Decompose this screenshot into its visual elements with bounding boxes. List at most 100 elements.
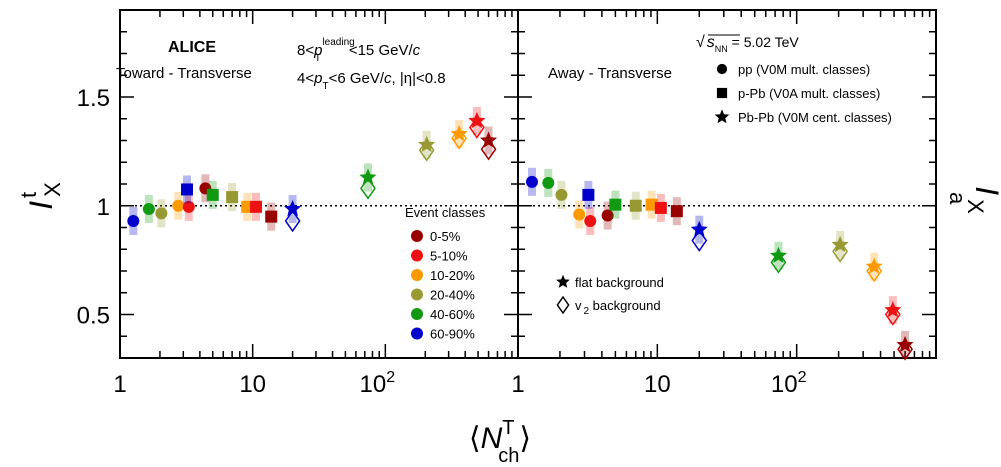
kinematic-var: p — [313, 70, 322, 87]
x-tick-label: 10 — [644, 371, 671, 398]
energy-label-value: = 5.02 TeV — [728, 34, 800, 50]
v2-background-point-toward — [418, 138, 435, 162]
v2-background-point-toward — [451, 127, 468, 150]
kinematic-post: <6 GeV/ — [329, 70, 385, 87]
y-axis-title-left-sup: t — [16, 192, 41, 198]
v2-background-point-away — [897, 337, 914, 361]
kinematic-post: <15 GeV/ — [349, 42, 414, 59]
kinematic-cut: 4<pT<6 GeV/c, |η|<0.8 — [297, 70, 446, 92]
x-tick-label: 10 — [239, 371, 266, 398]
v2-background-point-away — [770, 250, 787, 274]
pb-pb-point-away — [769, 246, 787, 264]
x-tick-label-exponent: 2 — [798, 369, 807, 386]
kinematic-unit: c — [384, 70, 392, 87]
legend-label-class: 10-20% — [430, 268, 475, 283]
legend-title-event-classes: Event classes — [405, 205, 486, 220]
x-axis-title-open: ⟨ — [469, 422, 481, 455]
x-axis-title-sub: ch — [498, 445, 519, 467]
panel-title-toward: Toward - Transverse — [116, 65, 252, 82]
pp-point-away — [573, 208, 586, 221]
pb-pb-point-away — [884, 301, 902, 318]
legend-marker-square — [716, 87, 728, 99]
legend-label-system: Pb-Pb (V0M cent. classes) — [738, 110, 892, 125]
v2-background-point-away — [832, 240, 849, 263]
legend-label-class: 5-10% — [430, 249, 468, 264]
pp-point-toward — [127, 214, 140, 227]
pp-point-away — [555, 188, 568, 201]
pb-pb-point-toward — [418, 135, 436, 153]
legend-label-background: flat background — [575, 275, 664, 290]
pb-pb-point-away — [690, 220, 708, 237]
p-pb-point-toward — [250, 200, 263, 213]
legend-marker-class — [411, 327, 423, 340]
pb-pb-point-away — [896, 335, 914, 353]
pb-pb-point-away — [865, 257, 883, 274]
p-pb-point-toward — [265, 210, 278, 223]
pp-point-toward — [172, 199, 185, 212]
pp-point-away — [584, 214, 597, 227]
legend-label-system: pp (V0M mult. classes) — [738, 62, 870, 77]
legend-label-class: 60-90% — [430, 327, 475, 342]
legend-marker-class — [411, 269, 423, 281]
pp-point-toward — [182, 200, 195, 213]
energy-label: √ sNN = 5.02 TeV — [696, 34, 799, 54]
experiment-label: ALICE — [168, 39, 216, 56]
kinematic-sup: leading — [322, 37, 354, 48]
kinematic-sub: T — [322, 81, 328, 92]
kinematic-sub: T — [315, 53, 321, 64]
v2-background-point-toward — [468, 116, 485, 139]
text-labels: 1 10 102 0.5 1 1.5 Toward - Transverse 10 102 1 Aw… — [16, 34, 1001, 467]
pb-pb-point-toward — [468, 111, 486, 129]
legend-marker-star — [714, 109, 730, 124]
kinematic-var: p — [313, 42, 322, 59]
legend-marker-background — [556, 295, 570, 315]
p-pb-point-away — [670, 205, 683, 218]
x-tick-label-exponent: 2 — [386, 369, 395, 386]
x-tick-label: 1 — [113, 371, 126, 398]
p-pb-point-away — [645, 198, 658, 211]
legend-label-background-suffix: background — [589, 298, 661, 313]
pp-point-away — [525, 175, 538, 188]
pb-pb-point-toward — [480, 131, 498, 148]
legend-label-class: 40-60% — [430, 307, 475, 322]
v2-background-point-away — [866, 259, 883, 283]
pb-pb-point-toward — [359, 168, 377, 185]
legend-marker-class — [411, 249, 423, 262]
x-tick-label: 1 — [511, 371, 524, 398]
kinematic-cut: 8<pleading T <15 GeV/c — [297, 37, 421, 64]
p-pb-point-away — [629, 199, 642, 212]
v2-background-point-toward — [360, 177, 376, 200]
pp-point-toward — [142, 203, 155, 216]
y-axis-title-right-sub: X — [963, 199, 988, 214]
x-axis-title-var: N — [481, 422, 503, 455]
p-pb-point-away — [582, 188, 595, 201]
legend-label-system: p-Pb (V0A mult. classes) — [738, 86, 880, 101]
p-pb-point-away — [609, 198, 622, 211]
legend-marker-circle — [716, 63, 728, 75]
x-axis-title: ⟨NT ch⟩ — [469, 417, 531, 467]
v2-background-point-toward — [284, 209, 301, 233]
v2-background-point-away — [691, 229, 708, 252]
p-pb-point-toward — [226, 191, 239, 204]
p-pb-point-toward — [181, 183, 194, 196]
x-axis-title-sup: T — [502, 417, 514, 439]
p-pb-point-away — [654, 201, 667, 214]
legend-marker-class — [411, 288, 423, 301]
y-tick-label: 1.5 — [77, 85, 110, 112]
legend-marker-class — [411, 308, 423, 320]
energy-label-sub: NN — [715, 44, 728, 54]
pb-pb-point-toward — [284, 200, 302, 217]
pp-point-away — [601, 209, 614, 222]
y-axis-title-right-sup: a — [945, 192, 970, 205]
pp-point-away — [542, 176, 555, 189]
x-axis-title-close: ⟩ — [519, 422, 531, 455]
y-axis-title-left-sub: X — [40, 182, 65, 197]
kinematic-extra: , |η|<0.8 — [392, 70, 446, 87]
legend-label-class: 20-40% — [430, 288, 475, 303]
legend-marker-class — [411, 230, 423, 242]
y-tick-label: 1 — [97, 194, 110, 221]
pb-pb-point-away — [831, 235, 849, 253]
x-tick-label: 102 — [771, 369, 807, 398]
